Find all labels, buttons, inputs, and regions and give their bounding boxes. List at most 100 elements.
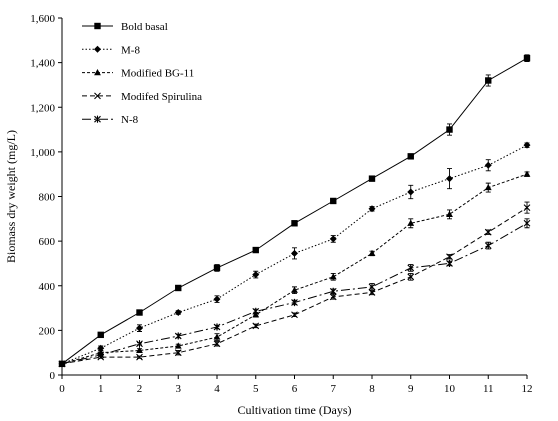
data-point xyxy=(484,183,492,191)
y-tick-label: 400 xyxy=(39,281,56,293)
x-tick-label: 7 xyxy=(331,383,337,395)
legend-marker xyxy=(94,45,101,53)
legend: Bold basal M-8 Modified BG-11 Modifed Spiru… xyxy=(82,21,202,126)
data-point xyxy=(291,298,298,307)
x-tick-label: 12 xyxy=(522,383,533,395)
data-point xyxy=(136,346,143,354)
data-point xyxy=(291,311,298,319)
data-point xyxy=(368,249,376,256)
series-line xyxy=(61,57,528,365)
legend-marker xyxy=(94,115,101,123)
data-point xyxy=(407,188,415,196)
data-point xyxy=(213,333,221,340)
data-point xyxy=(446,175,453,183)
series-1 xyxy=(58,54,531,368)
data-point xyxy=(484,161,492,169)
data-point xyxy=(523,54,531,62)
x-tick-label: 6 xyxy=(292,383,298,395)
data-point xyxy=(252,246,259,254)
data-point xyxy=(136,309,143,316)
x-tick-label: 5 xyxy=(253,383,259,395)
x-tick-label: 3 xyxy=(176,383,182,395)
legend-item: M-8 xyxy=(82,44,140,56)
y-tick-label: 800 xyxy=(39,192,56,204)
data-point xyxy=(136,324,143,332)
x-tick-label: 0 xyxy=(59,383,65,395)
data-point xyxy=(213,264,221,272)
series-line xyxy=(61,207,528,365)
legend-label: N-8 xyxy=(121,114,139,126)
series-layer xyxy=(58,54,531,368)
legend-label: M-8 xyxy=(121,44,140,56)
data-point xyxy=(213,323,221,331)
legend-marker xyxy=(94,22,101,30)
series-2 xyxy=(58,141,531,368)
data-point xyxy=(252,307,260,316)
data-point xyxy=(97,331,104,339)
legend-item: N-8 xyxy=(82,114,139,126)
x-tick-label: 4 xyxy=(214,383,220,395)
y-tick-label: 1,000 xyxy=(30,147,55,159)
data-point xyxy=(407,219,415,226)
data-point xyxy=(252,271,260,279)
y-tick-label: 200 xyxy=(39,325,56,337)
data-point xyxy=(446,253,453,261)
y-tick-label: 1,400 xyxy=(30,58,55,70)
y-tick-label: 600 xyxy=(39,236,56,248)
data-point xyxy=(329,287,337,295)
data-point xyxy=(368,205,376,213)
data-point xyxy=(291,249,298,257)
data-point xyxy=(330,197,337,205)
x-tick-label: 2 xyxy=(137,383,143,395)
data-point xyxy=(97,344,105,352)
legend-item: Bold basal xyxy=(82,21,168,33)
data-point xyxy=(407,264,415,272)
legend-label: Modifed Spirulina xyxy=(121,91,202,103)
data-point xyxy=(523,219,531,227)
data-point xyxy=(329,273,337,280)
data-point xyxy=(174,332,182,340)
data-point xyxy=(523,204,531,212)
legend-item: Modifed Spirulina xyxy=(82,91,202,103)
legend-marker xyxy=(94,69,101,76)
y-tick-label: 1,200 xyxy=(30,102,55,114)
data-point xyxy=(446,259,453,268)
data-point xyxy=(368,283,376,291)
x-tick-label: 11 xyxy=(483,383,494,395)
x-axis-title: Cultivation time (Days) xyxy=(238,403,352,417)
data-point xyxy=(484,228,492,236)
series-4 xyxy=(58,201,531,368)
legend-label: Modified BG-11 xyxy=(121,68,194,80)
y-tick-label: 0 xyxy=(50,370,56,382)
data-point xyxy=(174,349,182,357)
series-line xyxy=(61,173,528,365)
series-3 xyxy=(58,170,531,367)
y-tick-label: 1,600 xyxy=(30,13,55,25)
data-point xyxy=(136,340,143,348)
data-point xyxy=(291,286,298,293)
data-point xyxy=(136,353,143,361)
series-5 xyxy=(58,218,531,368)
y-axis-title: Biomass dry weight (mg/L) xyxy=(4,130,18,263)
data-point xyxy=(97,351,105,359)
data-point xyxy=(446,210,453,217)
data-point xyxy=(485,77,492,84)
x-tick-label: 10 xyxy=(444,383,456,395)
x-tick-label: 1 xyxy=(98,383,104,395)
data-point xyxy=(523,141,531,149)
data-point xyxy=(174,309,182,317)
data-point xyxy=(213,340,221,348)
data-point xyxy=(291,220,298,227)
x-tick-label: 9 xyxy=(408,383,414,395)
data-point xyxy=(407,273,415,281)
legend-label: Bold basal xyxy=(121,21,168,33)
legend-item: Modified BG-11 xyxy=(82,68,194,80)
x-tick-label: 8 xyxy=(369,383,375,395)
data-point xyxy=(368,175,376,182)
data-point xyxy=(484,241,492,250)
data-point xyxy=(329,235,337,243)
data-point xyxy=(407,153,414,160)
data-point xyxy=(175,284,182,292)
legend-marker xyxy=(94,92,101,100)
